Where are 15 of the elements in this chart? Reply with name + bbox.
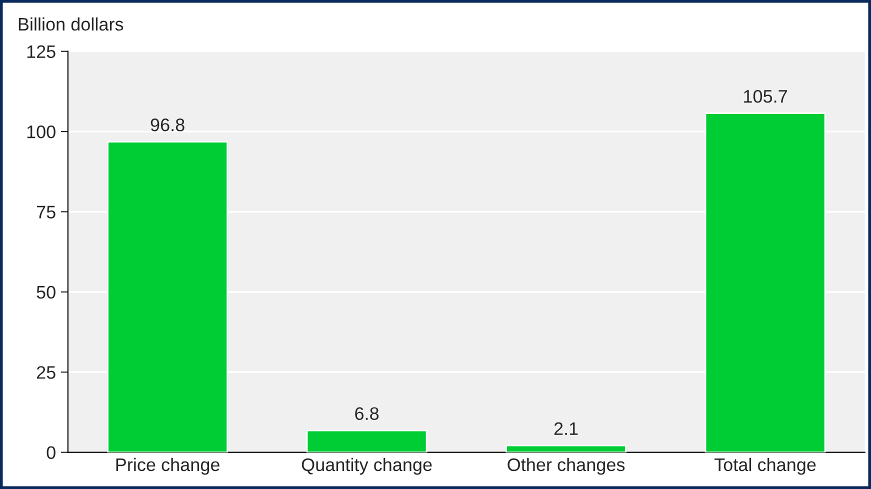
data-label: 105.7	[744, 90, 787, 103]
data-label: 2.1	[554, 422, 578, 435]
y-tick-label: 125	[27, 45, 56, 58]
x-tick-label: Other changes	[508, 458, 625, 475]
data-label: 96.8	[150, 118, 184, 132]
y-axis-title: Billion dollars	[18, 17, 124, 31]
y-tick-label: 100	[27, 125, 56, 138]
y-tick-label: 75	[36, 206, 56, 218]
y-tick-label: 25	[36, 366, 56, 379]
x-tick-label: Quantity change	[302, 458, 432, 475]
x-tick-label: Total change	[714, 458, 816, 475]
x-tick-label: Price change	[116, 458, 220, 475]
data-label: 6.8	[355, 407, 379, 420]
y-tick-label: 50	[36, 286, 56, 299]
y-tick-label: 0	[46, 446, 56, 460]
